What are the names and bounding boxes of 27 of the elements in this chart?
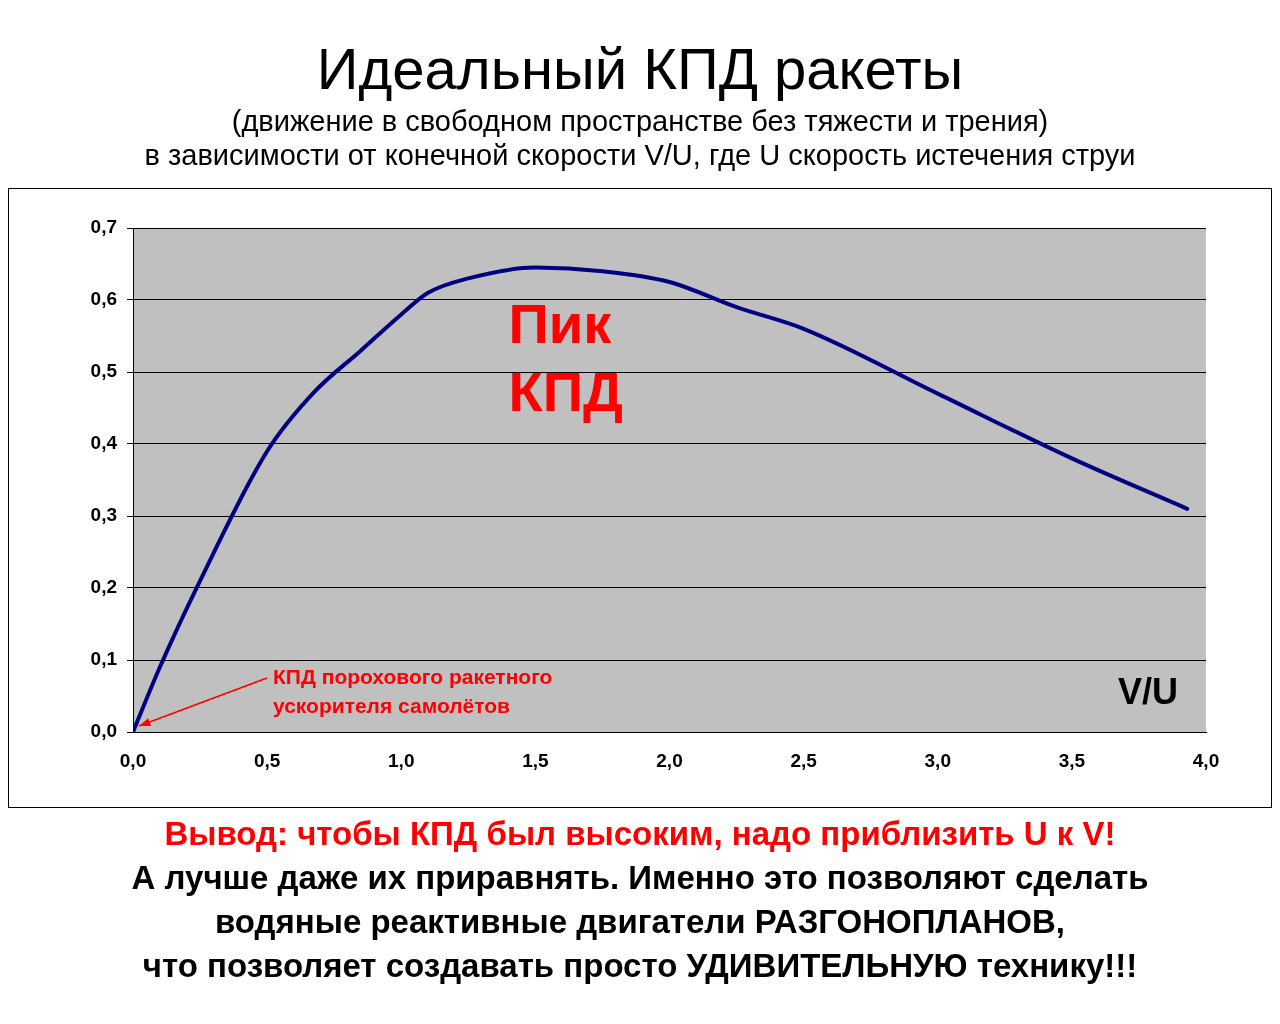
x-tick-label: 2,5 [790, 749, 818, 771]
text: что позволяет создавать просто УДИВИТЕЛЬНУЮ технику!!! [141, 946, 1139, 986]
y-tick-label: 0,5 [90, 360, 118, 382]
text: водяные реактивные двигатели РАЗГОНОПЛАНОВ, [214, 902, 1066, 942]
annotation: Пик КПД [508, 292, 623, 424]
text: А лучше даже их приравнять. Именно это позволяют сделать [130, 858, 1150, 898]
y-tick-label: 0,3 [90, 504, 117, 526]
y-tick-label: 0,4 [90, 432, 118, 454]
y-tick-label: 0,2 [90, 576, 117, 598]
x-tick-label: 3,0 [924, 749, 951, 771]
x-tick-label: 4,0 [1192, 749, 1220, 771]
chart-subtitle: (движение в свободном пространстве без тяжести и трения) в зависимости от конечной скорости V/U, где U скорость истечения струи [143, 104, 1137, 172]
annotation: КПД порохового ракетного ускорителя самолётов [273, 665, 553, 718]
y-tick-label: 0,7 [90, 216, 117, 238]
x-tick-label: 0,5 [253, 749, 281, 771]
x-axis-title: V/U [1117, 670, 1178, 712]
x-tick-label: 2,0 [656, 749, 683, 771]
y-tick-label: 0,6 [90, 288, 117, 310]
text: Вывод: чтобы КПД был высоким, надо приблизить U к V! [163, 814, 1117, 854]
x-tick-label: 3,5 [1058, 749, 1086, 771]
chart-title: Идеальный КПД ракеты [315, 35, 965, 103]
line-series [133, 265, 1190, 732]
x-tick-label: 1,5 [522, 749, 550, 771]
x-tick-label: 0,0 [119, 749, 147, 771]
y-tick-label: 0,0 [90, 720, 117, 742]
y-tick-label: 0,1 [90, 648, 118, 670]
x-tick-label: 1,0 [388, 749, 415, 771]
